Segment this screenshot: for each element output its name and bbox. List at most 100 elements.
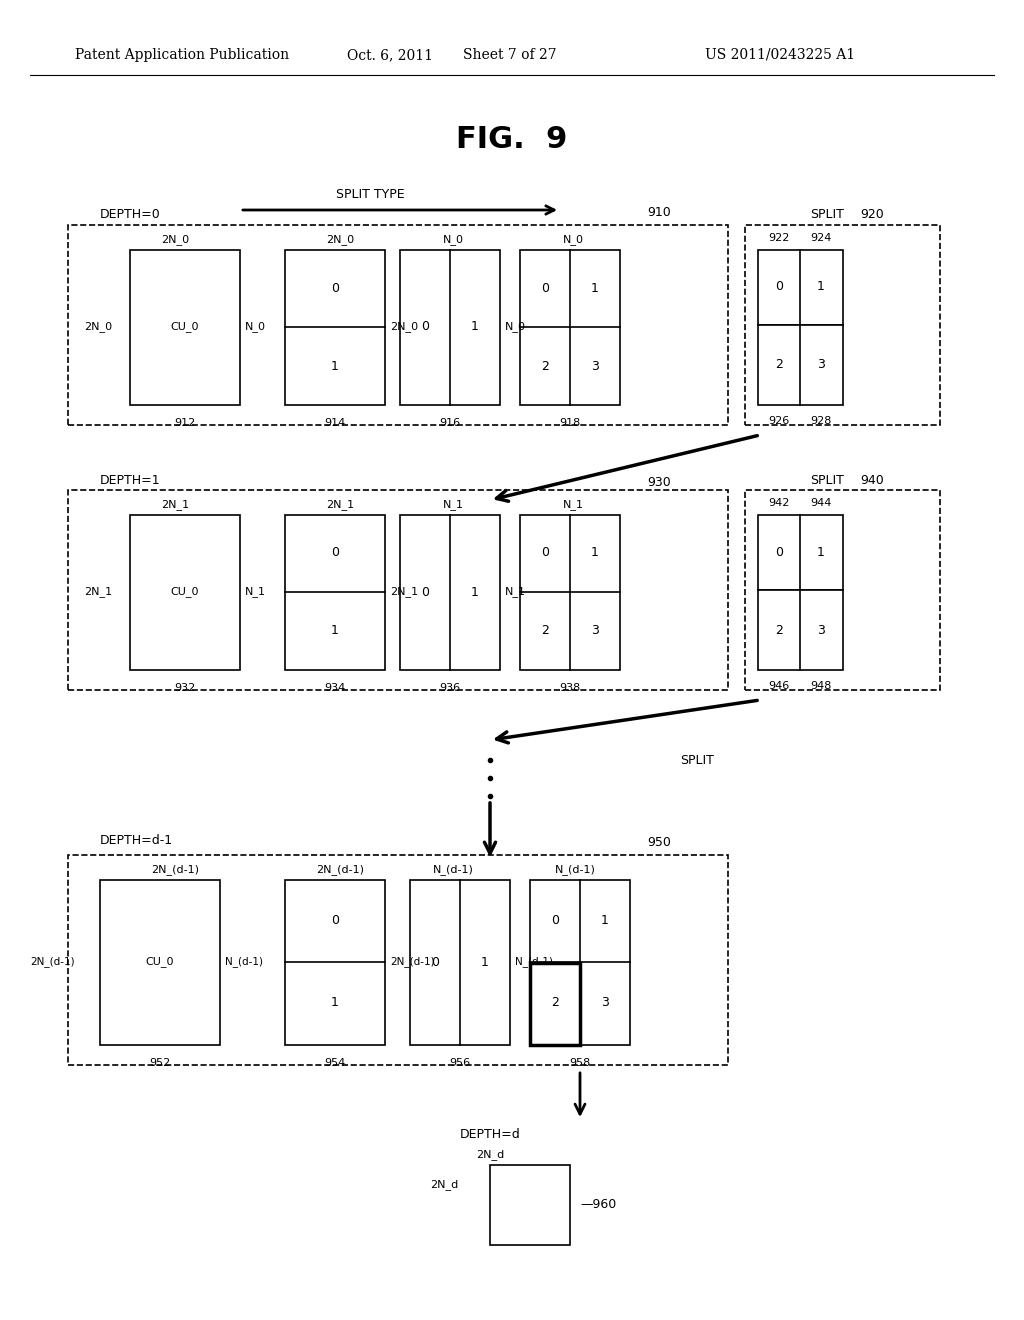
Text: 3: 3 [817, 623, 825, 636]
Text: —960: —960 [580, 1199, 616, 1212]
Text: 0: 0 [421, 321, 429, 334]
Bar [100, 880, 220, 1045]
Text: 3: 3 [817, 359, 825, 371]
Text: 0: 0 [775, 281, 783, 293]
Text: N_(d-1): N_(d-1) [515, 957, 553, 968]
Text: 954: 954 [325, 1059, 346, 1068]
Text: 3: 3 [591, 359, 599, 372]
Text: 3: 3 [601, 997, 609, 1010]
Bar [530, 964, 580, 1045]
Text: DEPTH=1: DEPTH=1 [100, 474, 161, 487]
Text: 940: 940 [860, 474, 884, 487]
Bar [68, 490, 728, 690]
Text: 1: 1 [817, 281, 825, 293]
Bar [530, 880, 630, 1045]
Text: 1: 1 [601, 915, 609, 928]
Text: 952: 952 [150, 1059, 171, 1068]
Text: Patent Application Publication: Patent Application Publication [75, 48, 289, 62]
Text: 2: 2 [551, 997, 559, 1010]
Text: 1: 1 [591, 281, 599, 294]
Bar [285, 515, 385, 671]
Bar [745, 490, 940, 690]
Text: 1: 1 [817, 545, 825, 558]
Text: 926: 926 [768, 416, 790, 426]
Bar [285, 880, 385, 1045]
Text: SPLIT: SPLIT [680, 754, 714, 767]
Text: 2N_(d-1): 2N_(d-1) [316, 865, 364, 875]
Bar [410, 880, 510, 1045]
Text: 2N_(d-1): 2N_(d-1) [151, 865, 199, 875]
Bar [520, 515, 620, 671]
Bar [758, 590, 843, 671]
Text: 0: 0 [431, 956, 439, 969]
Bar [758, 249, 843, 325]
Text: 2N_(d-1): 2N_(d-1) [390, 957, 434, 968]
Text: SPLIT: SPLIT [810, 474, 844, 487]
Text: 946: 946 [768, 681, 790, 690]
Text: 948: 948 [810, 681, 831, 690]
Text: DEPTH=d-1: DEPTH=d-1 [100, 833, 173, 846]
Text: 914: 914 [325, 418, 346, 428]
Bar [68, 855, 728, 1065]
Text: N_0: N_0 [505, 322, 526, 333]
Text: 2N_1: 2N_1 [84, 586, 112, 598]
Text: 918: 918 [559, 418, 581, 428]
Text: 2N_d: 2N_d [430, 1180, 459, 1191]
Text: Sheet 7 of 27: Sheet 7 of 27 [463, 48, 557, 62]
Text: N_1: N_1 [442, 499, 464, 511]
Text: 0: 0 [331, 915, 339, 928]
Text: 932: 932 [174, 682, 196, 693]
Text: 944: 944 [810, 498, 831, 508]
Text: DEPTH=d: DEPTH=d [460, 1129, 520, 1142]
Bar [130, 249, 240, 405]
Text: 920: 920 [860, 209, 884, 222]
Text: 942: 942 [768, 498, 790, 508]
Text: 3: 3 [591, 624, 599, 638]
Text: 0: 0 [421, 586, 429, 598]
Text: 958: 958 [569, 1059, 591, 1068]
Bar [68, 224, 728, 425]
Text: 2N_1: 2N_1 [390, 586, 418, 598]
Text: 912: 912 [174, 418, 196, 428]
Text: 1: 1 [591, 546, 599, 560]
Text: 1: 1 [331, 997, 339, 1010]
Text: 1: 1 [331, 624, 339, 638]
Text: FIG.  9: FIG. 9 [457, 125, 567, 154]
Text: 2: 2 [775, 623, 783, 636]
Text: US 2011/0243225 A1: US 2011/0243225 A1 [705, 48, 855, 62]
Text: N_0: N_0 [442, 235, 464, 246]
Text: 2N_(d-1): 2N_(d-1) [31, 957, 75, 968]
Text: 936: 936 [439, 682, 461, 693]
Text: 2: 2 [541, 359, 549, 372]
Text: CU_0: CU_0 [145, 957, 174, 968]
Bar [400, 249, 500, 405]
Text: 1: 1 [331, 359, 339, 372]
Text: 938: 938 [559, 682, 581, 693]
Text: DEPTH=0: DEPTH=0 [100, 209, 161, 222]
Bar [285, 249, 385, 405]
Text: 2N_d: 2N_d [476, 1150, 504, 1160]
Text: 916: 916 [439, 418, 461, 428]
Bar [400, 515, 500, 671]
Text: 930: 930 [647, 477, 671, 490]
Text: N_1: N_1 [562, 499, 584, 511]
Text: SPLIT: SPLIT [810, 209, 844, 222]
Text: N_0: N_0 [562, 235, 584, 246]
Text: 2N_1: 2N_1 [161, 499, 189, 511]
Text: 924: 924 [810, 234, 831, 243]
Text: 0: 0 [551, 915, 559, 928]
Text: 950: 950 [647, 837, 671, 850]
Text: 0: 0 [541, 546, 549, 560]
Text: 2N_0: 2N_0 [326, 235, 354, 246]
Text: 1: 1 [481, 956, 488, 969]
Text: 1: 1 [471, 586, 479, 598]
Text: 1: 1 [471, 321, 479, 334]
Bar [758, 325, 843, 405]
Text: CU_0: CU_0 [171, 586, 200, 598]
Text: 956: 956 [450, 1059, 471, 1068]
Text: N_(d-1): N_(d-1) [555, 865, 595, 875]
Text: N_0: N_0 [245, 322, 266, 333]
Text: 922: 922 [768, 234, 790, 243]
Text: 0: 0 [331, 546, 339, 560]
Text: CU_0: CU_0 [171, 322, 200, 333]
